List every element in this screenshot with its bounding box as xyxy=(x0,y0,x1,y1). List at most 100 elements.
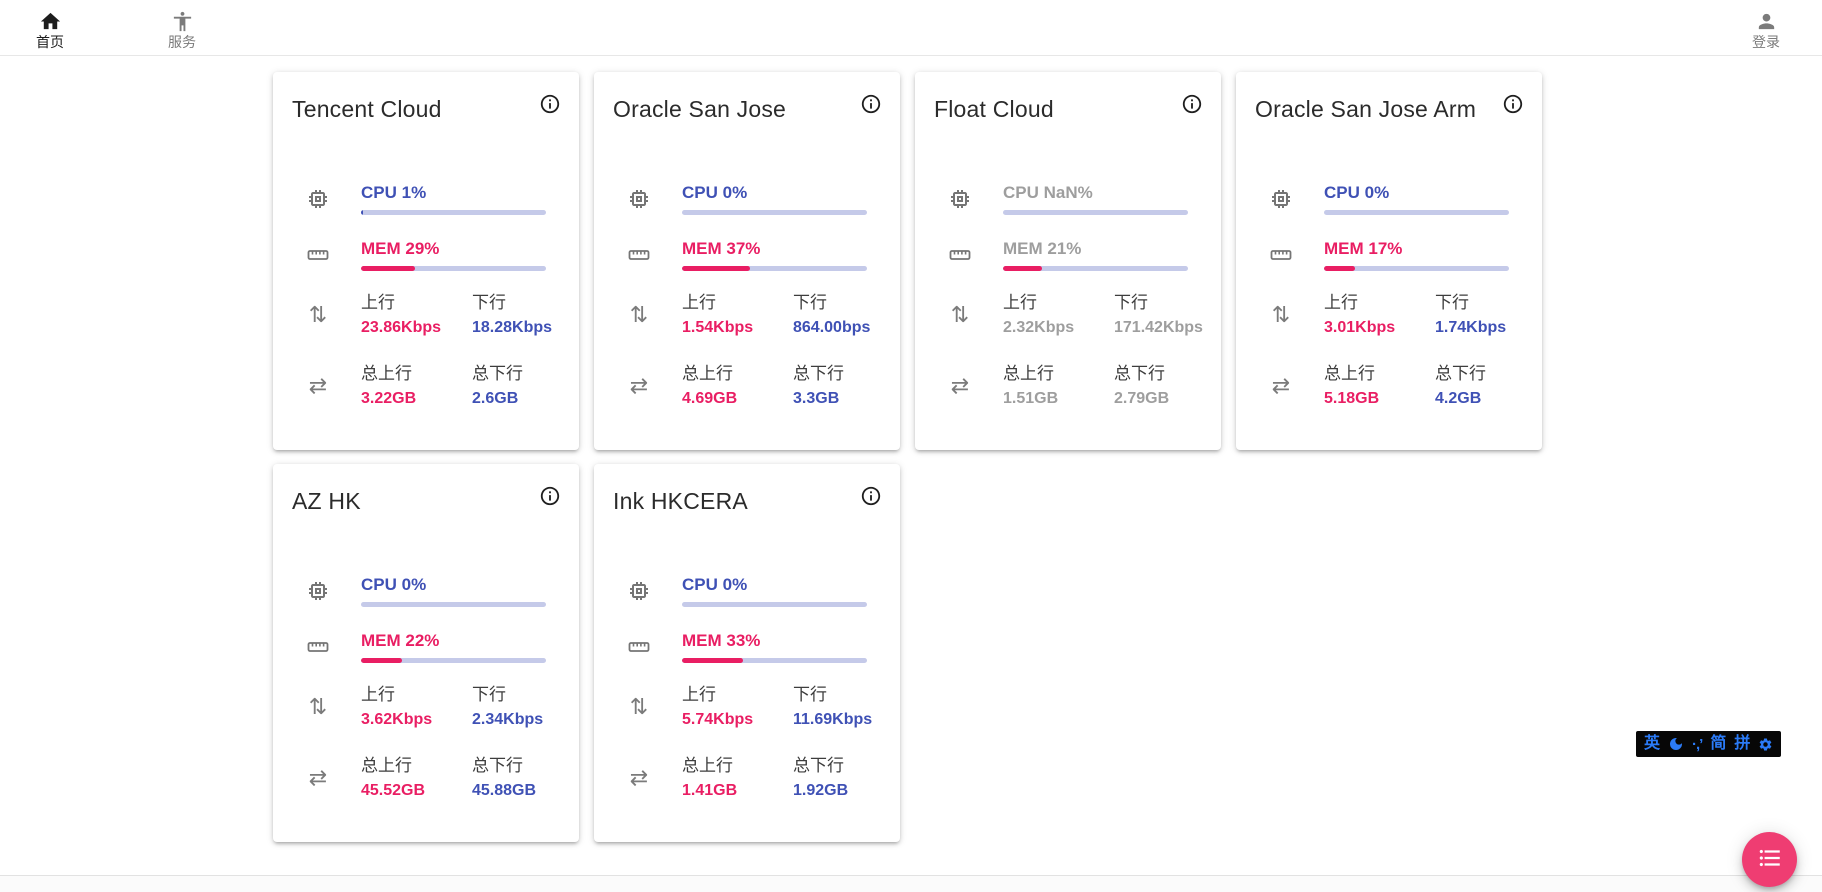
total-upload-label: 总上行 xyxy=(361,756,412,775)
cpu-progress-bar xyxy=(361,210,546,215)
upload-label: 上行 xyxy=(361,293,395,312)
mem-usage-label: MEM 29% xyxy=(361,239,440,258)
server-card-tencent-cloud: Tencent Cloud CPU 1% MEM 29% xyxy=(273,72,579,450)
info-icon[interactable] xyxy=(858,91,884,117)
upload-speed: 5.74Kbps xyxy=(682,711,754,728)
total-download: 3.3GB xyxy=(793,390,840,407)
cpu-progress-bar xyxy=(682,210,867,215)
nav-item-login[interactable]: 登录 xyxy=(1752,0,1780,55)
left-right-arrows-icon: ⇄ xyxy=(950,373,970,399)
upload-label: 上行 xyxy=(682,685,716,704)
cpu-progress-bar xyxy=(361,602,546,607)
download-speed: 18.28Kbps xyxy=(472,319,553,336)
download-speed: 171.42Kbps xyxy=(1114,319,1203,336)
nav-item-label: 首页 xyxy=(36,33,64,50)
left-right-arrows-icon: ⇄ xyxy=(629,765,649,791)
nav-item-services[interactable]: 服务 xyxy=(168,0,196,55)
server-name: Tencent Cloud xyxy=(292,96,442,122)
upload-speed: 3.01Kbps xyxy=(1324,319,1396,336)
cpu-progress-bar xyxy=(1003,210,1188,215)
download-speed: 1.74Kbps xyxy=(1435,319,1507,336)
info-icon[interactable] xyxy=(1179,91,1205,117)
up-down-arrows-icon: ⇅ xyxy=(1271,302,1291,328)
total-download: 1.92GB xyxy=(793,782,849,799)
cpu-usage-label: CPU 1% xyxy=(361,183,427,202)
server-card-grid: Tencent Cloud CPU 1% MEM 29% xyxy=(273,72,1563,842)
download-speed: 11.69Kbps xyxy=(793,711,873,728)
nav-item-home[interactable]: 首页 xyxy=(36,0,64,55)
server-card-az-hk: AZ HK CPU 0% MEM 22% xyxy=(273,464,579,842)
download-label: 下行 xyxy=(1114,293,1148,312)
total-download-label: 总下行 xyxy=(793,364,844,383)
download-label: 下行 xyxy=(793,293,827,312)
total-download: 2.6GB xyxy=(472,390,519,407)
cpu-usage-label: CPU 0% xyxy=(682,183,748,202)
server-card-oracle-san-jose-arm: Oracle San Jose Arm CPU 0% MEM xyxy=(1236,72,1542,450)
server-card-oracle-san-jose: Oracle San Jose CPU 0% MEM 37% xyxy=(594,72,900,450)
total-upload: 1.41GB xyxy=(682,782,738,799)
up-down-arrows-icon: ⇅ xyxy=(308,694,328,720)
server-name: Oracle San Jose xyxy=(613,96,787,122)
total-upload: 3.22GB xyxy=(361,390,417,407)
mem-progress-bar xyxy=(361,658,546,663)
info-icon[interactable] xyxy=(1500,91,1526,117)
mem-progress-bar xyxy=(682,658,867,663)
cpu-usage-label: CPU 0% xyxy=(682,575,748,594)
total-download-label: 总下行 xyxy=(1114,364,1165,383)
mem-progress-bar xyxy=(682,266,867,271)
ruler-icon xyxy=(1268,243,1294,267)
ruler-icon xyxy=(305,243,331,267)
server-list-fab[interactable] xyxy=(1742,832,1797,887)
ime-language-toggle[interactable]: 英 xyxy=(1644,735,1661,752)
mem-usage-label: MEM 21% xyxy=(1003,239,1082,258)
total-download-label: 总下行 xyxy=(472,756,523,775)
total-upload-label: 总上行 xyxy=(682,364,733,383)
accessibility-icon xyxy=(171,10,194,33)
total-download-label: 总下行 xyxy=(793,756,844,775)
mem-usage-label: MEM 17% xyxy=(1324,239,1403,258)
info-icon[interactable] xyxy=(858,483,884,509)
server-card-ink-hkcera: Ink HKCERA CPU 0% MEM 33% xyxy=(594,464,900,842)
cpu-chip-icon xyxy=(947,187,973,211)
total-upload-label: 总上行 xyxy=(361,364,412,383)
cpu-usage-label: CPU NaN% xyxy=(1003,183,1093,202)
upload-speed: 3.62Kbps xyxy=(361,711,433,728)
cpu-chip-icon xyxy=(626,579,652,603)
server-name: Float Cloud xyxy=(934,96,1054,122)
total-download: 45.88GB xyxy=(472,782,537,799)
mem-usage-label: MEM 37% xyxy=(682,239,761,258)
download-label: 下行 xyxy=(1435,293,1469,312)
upload-label: 上行 xyxy=(361,685,395,704)
left-right-arrows-icon: ⇄ xyxy=(308,765,328,791)
upload-speed: 1.54Kbps xyxy=(682,319,754,336)
ime-simplified-toggle[interactable]: 简 xyxy=(1710,735,1727,752)
total-upload: 45.52GB xyxy=(361,782,426,799)
download-label: 下行 xyxy=(793,685,827,704)
info-icon[interactable] xyxy=(537,91,563,117)
gear-icon[interactable] xyxy=(1758,737,1773,752)
total-upload-label: 总上行 xyxy=(682,756,733,775)
ime-pinyin-toggle[interactable]: 拼 xyxy=(1734,735,1751,752)
ruler-icon xyxy=(626,635,652,659)
server-name: Oracle San Jose Arm xyxy=(1255,96,1477,122)
cpu-usage-label: CPU 0% xyxy=(1324,183,1390,202)
cpu-usage-label: CPU 0% xyxy=(361,575,427,594)
download-label: 下行 xyxy=(472,685,506,704)
mem-progress-bar xyxy=(1324,266,1509,271)
up-down-arrows-icon: ⇅ xyxy=(308,302,328,328)
left-right-arrows-icon: ⇄ xyxy=(629,373,649,399)
moon-icon[interactable] xyxy=(1668,736,1684,752)
download-label: 下行 xyxy=(472,293,506,312)
punctuation-mode-icon[interactable]: ·,’ xyxy=(1692,735,1703,753)
cpu-chip-icon xyxy=(305,187,331,211)
list-icon xyxy=(1757,845,1783,874)
ime-status-bar: 英 ·,’ 简 拼 xyxy=(1636,731,1782,757)
info-icon[interactable] xyxy=(537,483,563,509)
home-icon xyxy=(39,10,62,33)
total-upload: 1.51GB xyxy=(1003,390,1059,407)
mem-usage-label: MEM 22% xyxy=(361,631,440,650)
total-upload-label: 总上行 xyxy=(1003,364,1054,383)
cpu-chip-icon xyxy=(626,187,652,211)
upload-label: 上行 xyxy=(1324,293,1358,312)
ruler-icon xyxy=(626,243,652,267)
